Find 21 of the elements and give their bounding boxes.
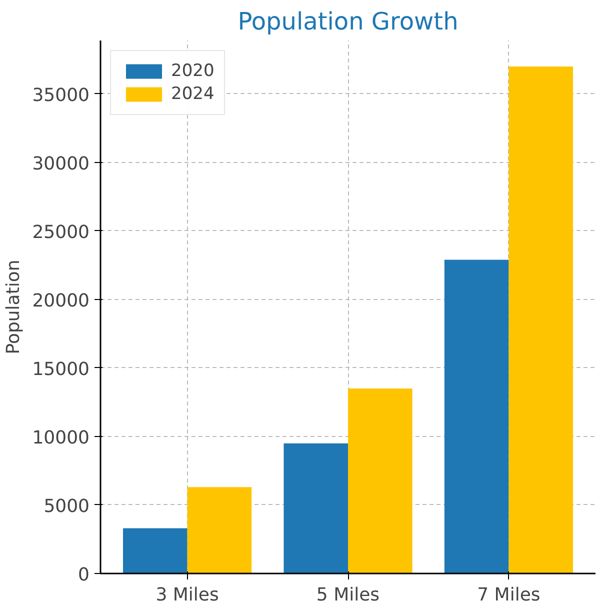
bar [187, 487, 252, 574]
bar [508, 66, 573, 574]
y-tick-label: 15000 [32, 358, 90, 380]
x-tick-label: 5 Miles [316, 584, 380, 606]
bar [444, 260, 509, 574]
y-tick-label: 20000 [32, 290, 90, 312]
bar [284, 443, 348, 574]
legend-label: 2024 [171, 84, 214, 104]
y-tick-label: 10000 [32, 427, 90, 448]
chart-title: Population Growth [238, 8, 458, 36]
bar [123, 528, 188, 574]
y-axis-title: Population [3, 260, 24, 354]
x-tick-label: 3 Miles [156, 584, 219, 606]
y-tick-label: 5000 [44, 496, 90, 517]
y-tick-label: 35000 [32, 84, 90, 106]
x-tick-label: 7 Miles [477, 584, 540, 606]
y-tick-label: 0 [78, 564, 90, 586]
y-tick-label: 25000 [32, 222, 90, 243]
y-tick-label: 30000 [32, 153, 90, 174]
bar [348, 388, 412, 574]
legend-label: 2020 [171, 61, 214, 81]
